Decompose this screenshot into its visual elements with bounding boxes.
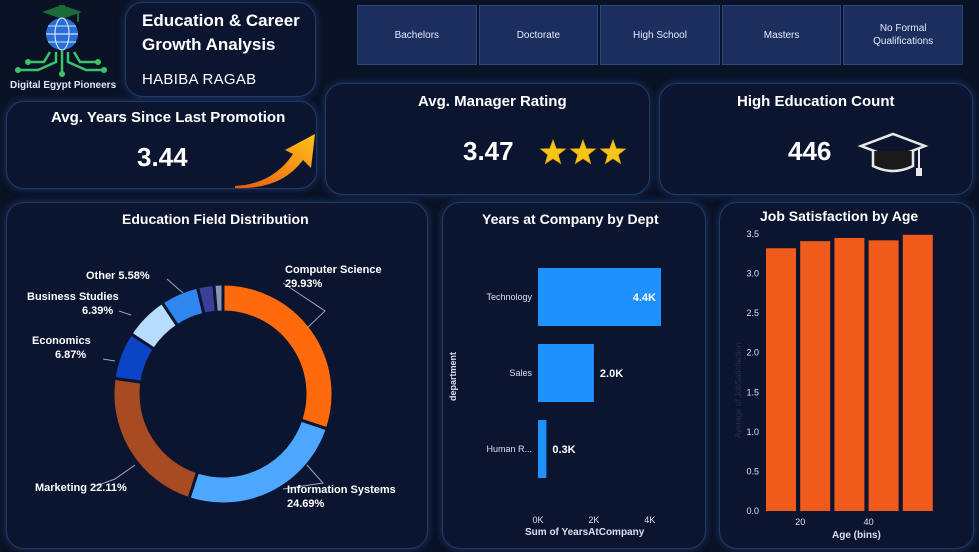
years-by-dept-title: Years at Company by Dept (482, 211, 659, 227)
age-bar[interactable] (902, 234, 933, 511)
arrow-up-right-icon (235, 134, 315, 189)
filter-no-formal[interactable]: No Formal Qualifications (843, 5, 963, 65)
age-bar[interactable] (800, 241, 831, 511)
x-tick-label: 2K (588, 515, 599, 525)
kpi-promotion-value: 3.44 (137, 142, 188, 172)
education-field-card: Education Field Distribution Computer Sc… (6, 202, 428, 549)
leader-line (166, 278, 184, 294)
leader-line (282, 464, 324, 490)
x-tick-label: 0K (532, 515, 543, 525)
leader-line (102, 358, 116, 362)
y-tick-label: 0.0 (746, 506, 759, 516)
category-label: Technology (486, 292, 532, 302)
donut-label-economics: Economics 6.87% (32, 335, 91, 361)
y-tick-label: 2.0 (746, 348, 759, 358)
donut-label-other: Other 5.58% (86, 270, 150, 282)
years-by-dept-card: Years at Company by Dept Technology 4.4K S… (442, 202, 706, 549)
kpi-manager-title: Avg. Manager Rating (418, 93, 567, 110)
leader-line (282, 282, 326, 329)
category-label: Human R... (486, 444, 532, 454)
job-satisfaction-chart: 0.0 0.5 1.0 1.5 2.0 2.5 3.0 3.5 20 40 (746, 229, 933, 527)
dept-bar[interactable] (538, 268, 661, 326)
logo: Digital Egypt Pioneers (4, 2, 116, 94)
kpi-education-title: High Education Count (737, 93, 895, 110)
data-label: 0.3K (552, 444, 575, 456)
title-card: Education & Career Growth Analysis HABIB… (125, 2, 316, 97)
age-bar[interactable] (868, 240, 899, 511)
page-title: Education & Career Growth Analysis (142, 11, 300, 54)
kpi-promotion-card: Avg. Years Since Last Promotion 3.44 (6, 101, 317, 189)
star-icon (569, 138, 597, 165)
filter-masters[interactable]: Masters (721, 5, 842, 65)
dept-bar[interactable] (538, 420, 547, 478)
filter-high-school[interactable]: High School (600, 5, 720, 65)
job-satisfaction-title: Job Satisfaction by Age (760, 208, 919, 224)
graduation-cap-icon (857, 132, 929, 176)
y-tick-label: 1.5 (746, 387, 759, 397)
donut-label-business: Business Studies 6.39% (27, 291, 119, 317)
job-satisfaction-card: Job Satisfaction by Age 0.0 0.5 1.0 1.5 2.0 2… (719, 202, 974, 549)
education-donut-chart (92, 278, 335, 506)
data-label: 2.0K (600, 368, 623, 380)
x-axis-label: Age (bins) (832, 530, 881, 541)
y-tick-label: 3.0 (746, 269, 759, 279)
y-tick-label: 3.5 (746, 229, 759, 239)
x-tick-label: 40 (864, 517, 874, 527)
age-bar[interactable] (834, 237, 865, 511)
y-tick-label: 2.5 (746, 308, 759, 318)
globe-tree-icon (15, 5, 107, 77)
y-tick-label: 1.0 (746, 427, 759, 437)
donut-label-is: Information Systems 24.69% (287, 484, 396, 510)
kpi-education-card: High Education Count 446 (659, 83, 973, 195)
x-axis-label: Sum of YearsAtCompany (525, 527, 645, 538)
donut-label-cs: Computer Science 29.93% (285, 264, 382, 290)
data-label: 4.4K (633, 292, 656, 304)
category-label: Sales (509, 368, 532, 378)
leader-line (92, 464, 136, 488)
kpi-promotion-title: Avg. Years Since Last Promotion (51, 109, 286, 126)
author-name: HABIBA RAGAB (142, 71, 257, 88)
donut-slice[interactable] (212, 282, 225, 314)
filter-doctorate[interactable]: Doctorate (478, 5, 599, 65)
dept-bar[interactable] (538, 344, 594, 402)
filter-bachelors[interactable]: Bachelors (357, 5, 477, 65)
y-axis-label: Average of JobSatisfaction (734, 342, 743, 438)
star-icon (539, 138, 567, 165)
years-by-dept-chart: Technology 4.4K Sales 2.0K Human R... 0.3K 0K 2… (486, 268, 661, 525)
kpi-manager-card: Avg. Manager Rating 3.47 (325, 83, 650, 195)
education-field-title: Education Field Distribution (122, 211, 309, 227)
kpi-manager-value: 3.47 (463, 136, 514, 166)
x-tick-label: 20 (795, 517, 805, 527)
x-tick-label: 4K (644, 515, 655, 525)
kpi-education-value: 446 (788, 136, 832, 166)
y-axis-label: department (448, 351, 458, 401)
leader-line (118, 310, 132, 316)
y-tick-label: 0.5 (746, 466, 759, 476)
education-level-slicer: Bachelors Doctorate High School Masters … (357, 5, 963, 65)
donut-label-marketing: Marketing 22.11% (35, 482, 127, 494)
logo-text: Digital Egypt Pioneers (10, 80, 117, 91)
rating-stars (539, 138, 627, 165)
star-icon (599, 138, 627, 165)
age-bar[interactable] (766, 248, 796, 511)
